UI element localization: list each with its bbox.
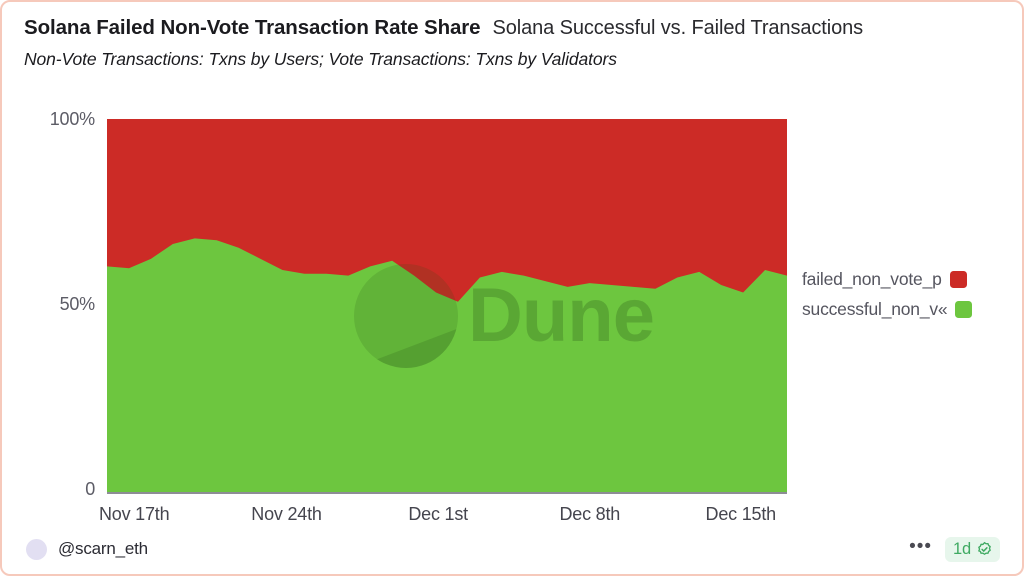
dashboard-title: Solana Successful vs. Failed Transaction… — [492, 17, 864, 39]
author-handle[interactable]: @scarn_eth — [58, 539, 148, 558]
legend-item-failed[interactable]: failed_non_vote_p — [802, 264, 1022, 294]
y-axis-tick-100: 100% — [49, 109, 95, 129]
chart-header: Solana Failed Non-Vote Transaction Rate … — [24, 16, 1002, 70]
area-series-successful — [107, 238, 787, 492]
legend-swatch-failed — [949, 270, 967, 288]
avatar[interactable] — [26, 538, 47, 560]
y-axis-tick-0: 0 — [85, 479, 95, 499]
x-axis-tick: Nov 17th — [98, 504, 170, 524]
chart-legend: failed_non_vote_p successful_non_v« — [802, 264, 1022, 324]
legend-label-successful: successful_non_v« — [802, 298, 948, 319]
verified-seal-icon — [978, 541, 991, 555]
x-axis-tick: Dec 1st — [408, 504, 468, 524]
chart-plot-area[interactable] — [107, 119, 787, 492]
legend-item-successful[interactable]: successful_non_v« — [802, 294, 1022, 324]
chart-subtitle: Non-Vote Transactions: Txns by Users; Vo… — [24, 49, 617, 69]
x-axis-tick: Dec 15th — [705, 504, 777, 524]
stacked-area-chart — [107, 119, 787, 492]
page-title: Solana Failed Non-Vote Transaction Rate … — [24, 16, 481, 39]
legend-label-failed: failed_non_vote_p — [802, 268, 942, 289]
refresh-frequency-badge[interactable]: 1d — [945, 536, 1000, 562]
x-axis-line — [107, 492, 787, 494]
frequency-label: 1d — [953, 539, 971, 558]
y-axis-tick-50: 50% — [59, 294, 96, 314]
footer-controls: ••• 1d — [909, 536, 1000, 562]
x-axis-tick: Dec 8th — [559, 504, 621, 524]
more-options-icon[interactable]: ••• — [909, 536, 933, 557]
x-axis-tick: Nov 24th — [251, 504, 322, 524]
title-row: Solana Failed Non-Vote Transaction Rate … — [24, 16, 1002, 40]
chart-footer: @scarn_eth ••• 1d — [2, 524, 1022, 574]
legend-swatch-successful — [955, 300, 973, 318]
